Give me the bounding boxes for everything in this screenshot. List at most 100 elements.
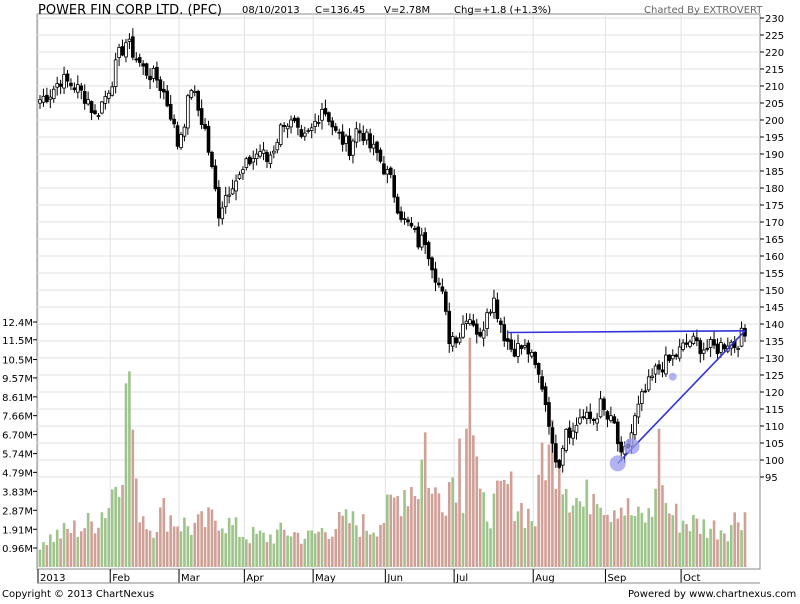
candle-body xyxy=(340,131,345,145)
candle-body xyxy=(450,336,455,347)
volume-bar xyxy=(537,474,540,567)
header-date: 08/10/2013 xyxy=(242,5,300,16)
volume-bar xyxy=(76,536,80,567)
candle-body xyxy=(375,141,379,153)
volume-bar xyxy=(729,525,733,567)
candle-body xyxy=(499,320,503,325)
volume-bar xyxy=(647,508,651,567)
candle-body xyxy=(261,149,266,154)
volume-tick-label: 6.70M xyxy=(2,431,33,442)
volume-bar xyxy=(619,507,623,567)
volume-bar xyxy=(698,533,702,567)
candle-body xyxy=(192,90,197,93)
candle-body xyxy=(653,365,658,375)
candle-body xyxy=(468,319,472,325)
candle-body xyxy=(495,299,500,319)
volume-bar xyxy=(671,515,675,567)
price-axis: 95 100 105 110 115 120 125 130 135 140 145 150 155 16… xyxy=(760,14,784,484)
candle-body xyxy=(430,257,434,271)
candle-body xyxy=(736,347,740,350)
volume-tick-label: 10.5M xyxy=(2,356,33,367)
volume-bar xyxy=(296,532,300,567)
volume-bar xyxy=(485,521,489,567)
candle-body xyxy=(695,337,699,342)
candle-body xyxy=(292,117,297,122)
volume-bar xyxy=(716,539,719,567)
volume-tick-label: 5.74M xyxy=(2,450,33,461)
chart-title: POWER FIN CORP LTD. (PFC) xyxy=(38,3,222,18)
volume-bar xyxy=(227,517,231,567)
candle-body xyxy=(268,154,273,164)
candle-body xyxy=(664,354,668,375)
candle-body xyxy=(69,82,73,87)
candle-body xyxy=(96,115,101,118)
price-tick-label: 210 xyxy=(765,82,784,93)
candle-body xyxy=(168,104,173,120)
volume-bar xyxy=(327,538,331,567)
month-label: Oct xyxy=(683,573,700,584)
volume-bar xyxy=(403,490,406,567)
candle-body xyxy=(516,343,520,357)
volume-bar xyxy=(499,480,503,567)
candle-body xyxy=(474,323,479,335)
candle-body xyxy=(155,66,159,81)
header-change: Chg=+1.8 (+1.3%) xyxy=(454,5,551,16)
candle-body xyxy=(406,219,410,223)
candle-body xyxy=(698,340,703,355)
candle-body xyxy=(320,108,324,121)
volume-bar xyxy=(664,502,668,567)
volume-bar xyxy=(616,518,620,567)
volume-bar xyxy=(688,531,692,567)
volume-bar xyxy=(131,429,135,567)
volume-bar xyxy=(743,512,747,567)
candle-body xyxy=(581,416,586,419)
month-label: Jul xyxy=(455,573,468,584)
candle-body xyxy=(316,122,321,124)
price-tick-label: 115 xyxy=(765,405,784,416)
volume-bar xyxy=(282,529,286,567)
candle-body xyxy=(199,108,204,125)
candle-body xyxy=(272,150,276,154)
volume-bar xyxy=(200,511,203,567)
volume-bar xyxy=(430,493,434,567)
volume-bar xyxy=(279,522,283,567)
volume-bar xyxy=(162,498,166,567)
time-axis: 2013 Feb Mar Apr May Jun Jul Aug Sep Oct xyxy=(37,569,760,584)
volume-bar xyxy=(320,527,324,567)
candle-body xyxy=(399,211,403,220)
volume-bar xyxy=(447,482,451,567)
volume-bar xyxy=(571,505,575,567)
candle-body xyxy=(344,135,348,144)
volume-bar xyxy=(193,522,197,567)
candle-body xyxy=(175,125,180,147)
volume-bar xyxy=(386,494,389,567)
volume-bar xyxy=(719,530,723,567)
candle-body xyxy=(464,320,469,324)
candle-body xyxy=(650,375,654,378)
candle-body xyxy=(554,443,558,463)
volume-bar xyxy=(138,522,142,567)
candle-body xyxy=(354,128,359,143)
volume-bar xyxy=(740,530,743,567)
month-label: May xyxy=(315,573,336,584)
candle-body xyxy=(309,127,314,131)
month-label: Sep xyxy=(607,573,626,584)
price-tick-label: 95 xyxy=(765,473,778,484)
volume-bar xyxy=(134,478,138,567)
volume-bar xyxy=(709,528,712,567)
candle-body xyxy=(151,67,156,79)
volume-bar xyxy=(183,517,186,567)
volume-bar xyxy=(661,485,664,567)
candle-body xyxy=(278,124,283,145)
candle-body xyxy=(51,88,56,99)
volume-bar xyxy=(306,530,310,567)
volume-bar xyxy=(258,530,262,567)
candle-body xyxy=(79,85,84,91)
volume-bar xyxy=(554,488,558,567)
volume-bar xyxy=(585,479,589,567)
candle-body xyxy=(533,351,538,365)
candle-body xyxy=(705,347,709,350)
candle-body xyxy=(547,402,551,427)
candle-body xyxy=(82,91,87,104)
volume-bar xyxy=(148,530,152,567)
